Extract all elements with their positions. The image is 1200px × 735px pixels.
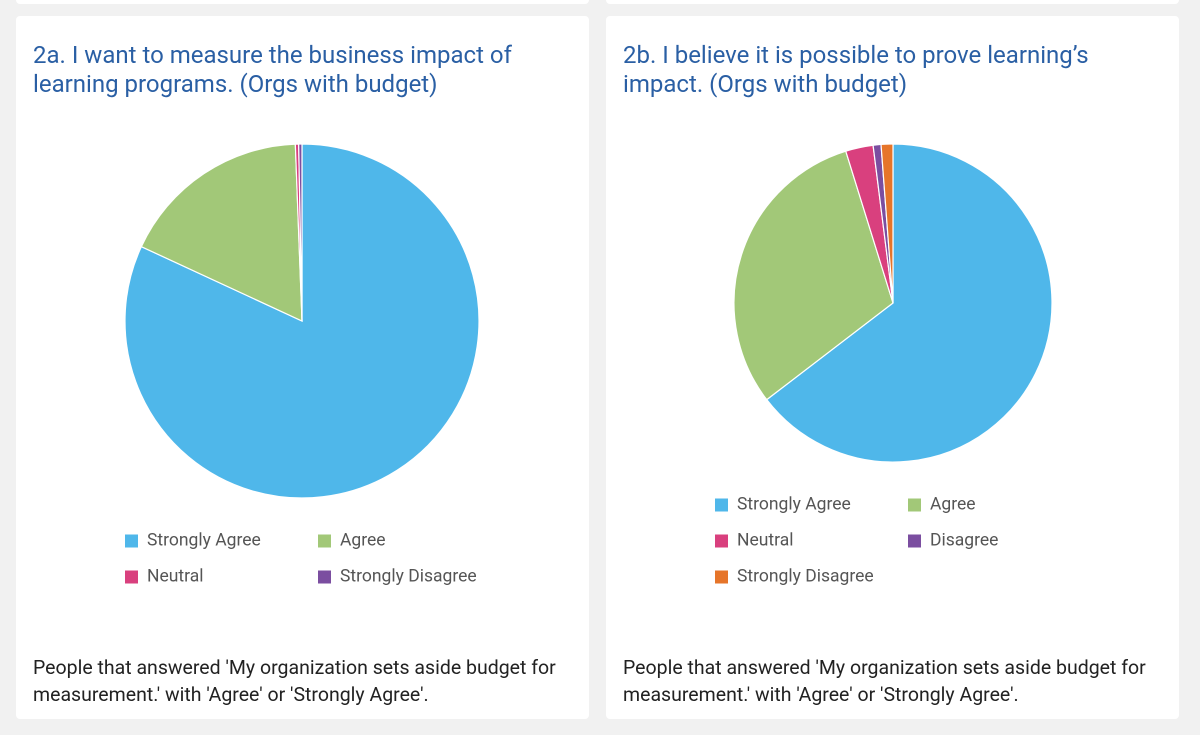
legend-label: Agree bbox=[340, 531, 386, 551]
pie-slice bbox=[733, 150, 894, 401]
card-edge bbox=[16, 0, 589, 4]
legend-swatch bbox=[715, 534, 728, 548]
card-edge bbox=[606, 0, 1179, 4]
legend-swatch bbox=[125, 534, 138, 548]
legend-label: Agree bbox=[930, 495, 976, 515]
chart-note: People that answered 'My organization se… bbox=[623, 656, 1146, 706]
chart-title: 2b. I believe it is possible to prove le… bbox=[623, 41, 1089, 98]
legend-label: Strongly Disagree bbox=[737, 567, 874, 587]
chart-card: Strongly Agree Agree Neutral Strongly Disag… bbox=[16, 16, 589, 719]
chart-note: People that answered 'My organization se… bbox=[33, 656, 556, 706]
chart-card: Strongly Agree Agree Neutral Disagree Strong… bbox=[606, 16, 1179, 719]
legend-swatch bbox=[908, 498, 921, 512]
legend-swatch bbox=[125, 570, 138, 584]
legend-swatch bbox=[318, 570, 331, 584]
legend-swatch bbox=[318, 534, 331, 548]
pie-slice bbox=[765, 143, 1053, 463]
legend-label: Disagree bbox=[930, 531, 998, 551]
legend-label: Neutral bbox=[737, 531, 794, 551]
pie-slice bbox=[140, 143, 303, 322]
legend-label: Neutral bbox=[147, 567, 204, 587]
legend-swatch bbox=[908, 534, 921, 548]
chart: Strongly Agree Agree Neutral Strongly Disag… bbox=[124, 143, 480, 587]
legend-label: Strongly Agree bbox=[737, 495, 851, 515]
pie-slice bbox=[880, 143, 894, 304]
legend-label: Strongly Agree bbox=[147, 531, 261, 551]
chart: Strongly Agree Agree Neutral Disagree Strong… bbox=[715, 143, 1053, 587]
legend-swatch bbox=[715, 498, 728, 512]
legend-swatch bbox=[715, 570, 728, 584]
legend-label: Strongly Disagree bbox=[340, 567, 477, 587]
pie-slice bbox=[298, 143, 303, 322]
chart-title: 2a. I want to measure the business impac… bbox=[33, 41, 512, 98]
pie-slice bbox=[124, 143, 480, 499]
